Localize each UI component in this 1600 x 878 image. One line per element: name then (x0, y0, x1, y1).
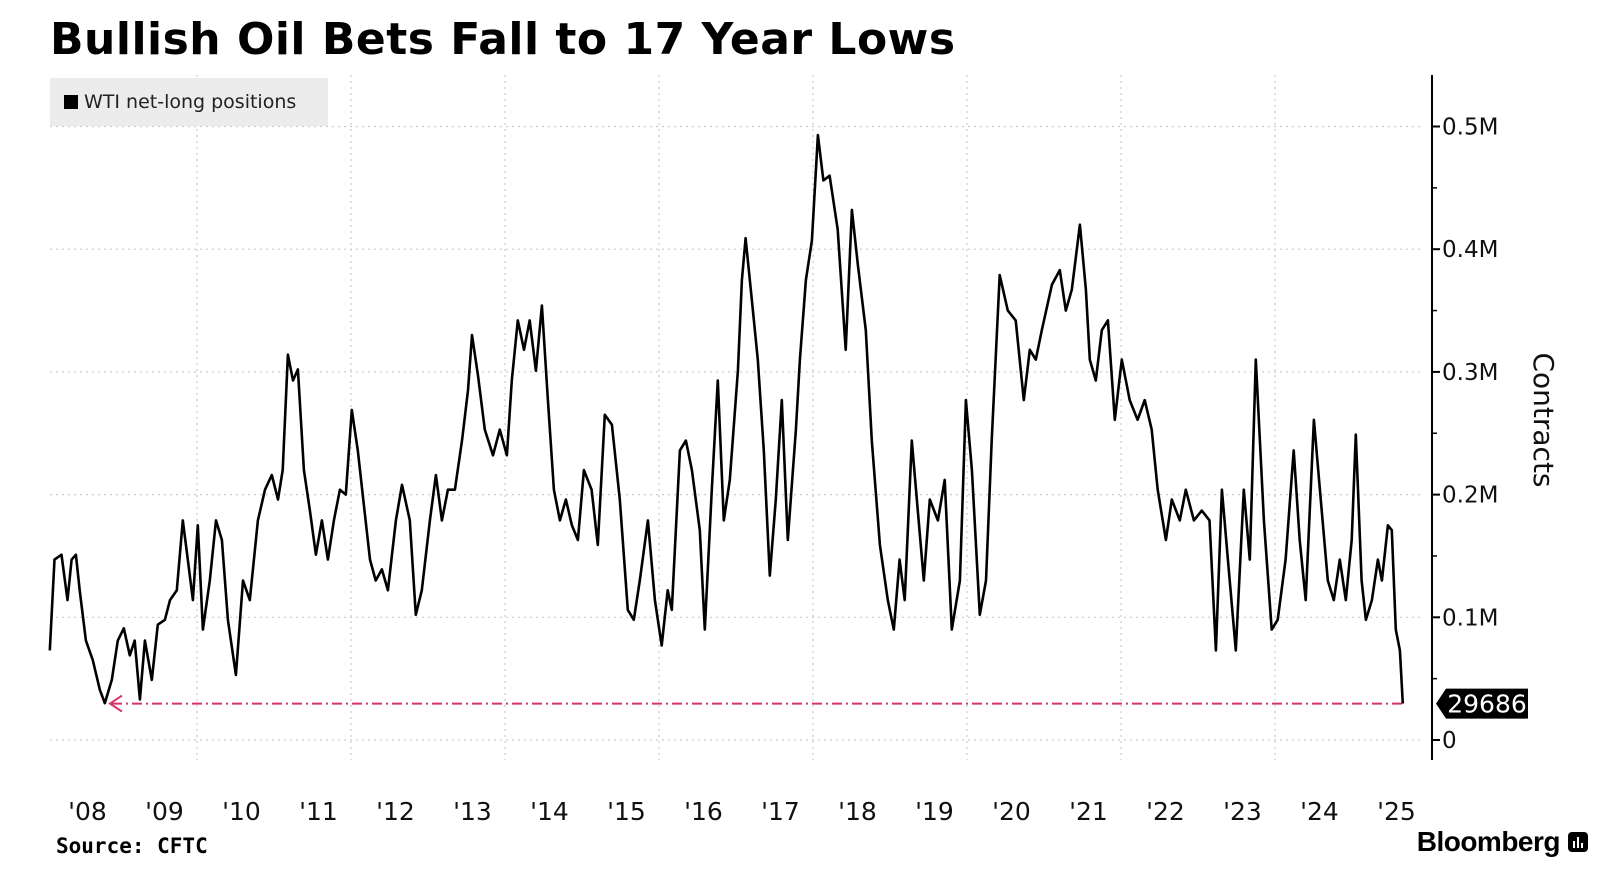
x-tick-label: '19 (915, 797, 954, 826)
y-tick-label: 0.3M (1442, 360, 1498, 386)
x-tick-label: '13 (453, 797, 492, 826)
x-tick-label: '18 (838, 797, 877, 826)
x-tick-label: '11 (299, 797, 338, 826)
x-axis: '08 '09 '10 '11 '12 '13 '14 '15 '16 '17 '18 '19 '20 '… (68, 797, 1416, 826)
y-tick-label: 0.4M (1442, 237, 1498, 263)
x-tick-label: '09 (145, 797, 184, 826)
x-tick-label: '15 (607, 797, 646, 826)
y-tick-label: 0 (1442, 728, 1457, 754)
y-axis-title: Contracts (1527, 352, 1560, 487)
last-value-badge (1436, 688, 1528, 719)
x-tick-label: '08 (68, 797, 107, 826)
source-note: Source: CFTC (56, 834, 208, 858)
legend: WTI net-long positions (50, 78, 328, 126)
y-tick-label: 0.1M (1442, 605, 1498, 631)
x-tick-label: '24 (1300, 797, 1339, 826)
x-tick-label: '23 (1223, 797, 1262, 826)
series-line-wti-net-long (48, 133, 1405, 705)
grid (50, 75, 1420, 760)
x-tick-label: '14 (530, 797, 569, 826)
x-tick-label: '10 (222, 797, 261, 826)
brand: Bloomberg (1417, 826, 1588, 858)
x-tick-label: '12 (376, 797, 415, 826)
x-tick-label: '25 (1377, 797, 1416, 826)
series (48, 133, 1405, 705)
y-tick-label: 0.2M (1442, 483, 1498, 509)
x-tick-label: '21 (1069, 797, 1108, 826)
legend-swatch (64, 95, 78, 109)
x-tick-label: '17 (761, 797, 800, 826)
bloomberg-terminal-icon (1568, 832, 1588, 852)
x-tick-label: '22 (1146, 797, 1185, 826)
bloomberg-logo: Bloomberg (1416, 826, 1561, 857)
arrow-left-icon (108, 694, 123, 713)
annotation: 29686 (108, 688, 1528, 719)
legend-label: WTI net-long positions (84, 91, 297, 113)
x-tick-label: '20 (992, 797, 1031, 826)
chart-title: Bullish Oil Bets Fall to 17 Year Lows (50, 14, 956, 65)
y-axis: 0 0.1M 0.2M 0.3M 0.4M 0.5M (1431, 75, 1498, 760)
y-tick-label: 0.5M (1442, 115, 1498, 141)
last-value-label: 29686 (1447, 690, 1527, 719)
x-tick-label: '16 (684, 797, 723, 826)
